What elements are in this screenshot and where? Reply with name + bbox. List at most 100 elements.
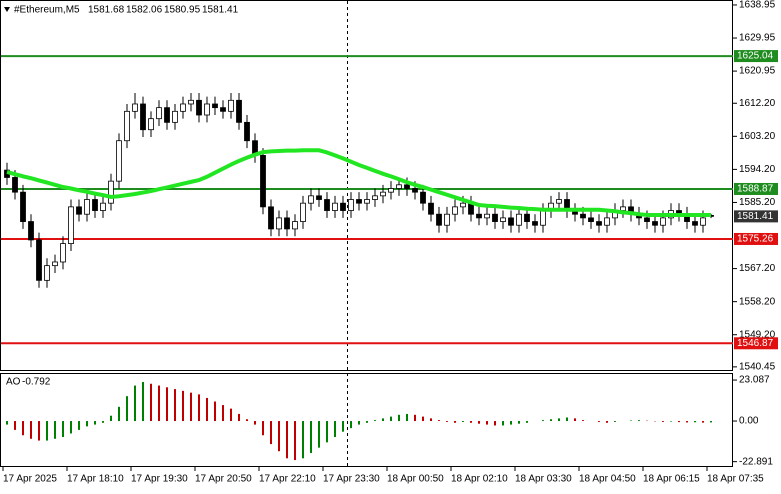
y-tick-label: 1638.95 (739, 0, 776, 11)
y-tick-label: 1585.20 (739, 197, 776, 208)
candle-body (324, 199, 330, 211)
ao-title: AO (6, 377, 21, 388)
candle-body (52, 261, 58, 267)
candle-body (700, 217, 706, 226)
x-tick-label: 17 Apr 20:50 (195, 474, 252, 485)
candle-body (356, 199, 362, 204)
ao-y-tick-label: -22.891 (739, 456, 773, 467)
y-tick-label: 1612.20 (739, 98, 776, 109)
moving-average-line (6, 148, 711, 217)
candle-body (100, 202, 106, 211)
candle-body (580, 213, 586, 219)
candle-body (148, 118, 154, 131)
candle-body (292, 221, 298, 230)
candle-body (604, 217, 610, 226)
candle-body (36, 239, 42, 281)
candle-body (180, 103, 186, 112)
candle-body (396, 184, 402, 189)
candle-body (276, 217, 282, 230)
x-tick-label: 17 Apr 19:30 (131, 474, 188, 485)
candle-body (12, 177, 18, 193)
y-tick-label: 1629.95 (739, 33, 776, 44)
candle-body (212, 103, 218, 109)
candle-body (420, 191, 426, 204)
x-tick-label: 18 Apr 04:50 (579, 474, 636, 485)
candle-body (412, 188, 418, 193)
candle-body (260, 155, 266, 208)
ao-panel-frame (0, 373, 733, 467)
x-tick-label: 18 Apr 06:15 (643, 474, 700, 485)
candle-body (532, 221, 538, 226)
candle-body (588, 217, 594, 222)
candle-body (268, 206, 274, 230)
candle-body (116, 140, 122, 182)
last-price-label: 1581.41 (737, 211, 774, 222)
candle-body (284, 217, 290, 230)
candle-body (444, 213, 450, 226)
candle-body (28, 221, 34, 241)
main-panel-frame (0, 0, 733, 371)
y-tick-label: 1594.20 (739, 164, 776, 175)
candle-body (540, 210, 546, 226)
level-label: 1625.04 (737, 51, 774, 62)
candle-body (428, 202, 434, 215)
candle-body (460, 202, 466, 208)
level-label-box (734, 232, 778, 245)
y-tick-label: 1567.20 (739, 263, 776, 274)
candle-body (188, 99, 194, 105)
level-label-box (734, 50, 778, 63)
quote-high: 1582.06 (126, 5, 163, 16)
candle-body (380, 191, 386, 197)
candle-body (508, 217, 514, 226)
ao-y-tick-label: 0.00 (739, 416, 759, 427)
candle-body (652, 221, 658, 226)
x-tick-label: 18 Apr 07:35 (707, 474, 764, 485)
candle-body (476, 213, 482, 219)
quote-low: 1580.95 (164, 5, 201, 16)
candle-body (484, 213, 490, 219)
level-label: 1575.26 (737, 234, 774, 245)
y-tick-label: 1620.95 (739, 66, 776, 77)
candle-body (388, 188, 394, 193)
candle-body (68, 206, 74, 245)
x-tick-label: 17 Apr 2025 (3, 474, 57, 485)
candle-body (596, 221, 602, 226)
candle-body (76, 206, 82, 215)
quote-close: 1581.41 (202, 5, 239, 16)
candle-body (452, 206, 458, 215)
x-tick-label: 17 Apr 22:10 (259, 474, 316, 485)
x-tick-label: 17 Apr 18:10 (67, 474, 124, 485)
candle-body (20, 191, 26, 222)
candle-body (692, 221, 698, 226)
candle-body (84, 199, 90, 215)
candle-body (620, 206, 626, 211)
candle-body (348, 199, 354, 211)
candle-body (156, 107, 162, 120)
candle-body (300, 202, 306, 222)
last-price-box (734, 210, 778, 223)
quote-open: 1581.68 (88, 5, 125, 16)
x-tick-label: 17 Apr 23:30 (323, 474, 380, 485)
candle-body (92, 199, 98, 211)
candle-body (364, 199, 370, 204)
y-tick-label: 1540.45 (739, 362, 776, 373)
level-label-box (734, 337, 778, 350)
candle-body (244, 121, 250, 142)
candle-body (220, 107, 226, 112)
candle-body (308, 195, 314, 204)
level-label: 1546.87 (737, 338, 774, 349)
y-tick-label: 1558.20 (739, 296, 776, 307)
candle-body (60, 243, 66, 263)
candle-body (372, 195, 378, 200)
candle-body (316, 195, 322, 200)
candle-body (172, 110, 178, 123)
symbol-marker (4, 7, 10, 12)
candle-body (660, 217, 666, 226)
candle-body (516, 213, 522, 226)
candle-body (164, 107, 170, 123)
symbol-title: #Ethereum,M5 (14, 5, 80, 16)
candle-body (492, 213, 498, 222)
